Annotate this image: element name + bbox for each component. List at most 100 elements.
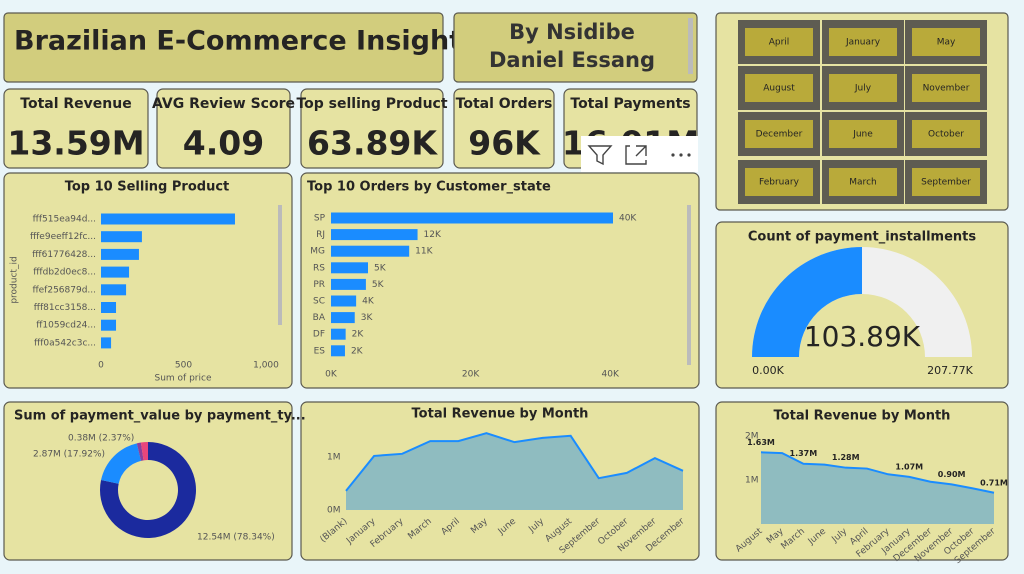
bar xyxy=(331,312,355,324)
slicer-button-face xyxy=(829,120,897,148)
y-tick-label: fff515ea94d... xyxy=(33,215,96,225)
slicer-button-face xyxy=(912,168,980,196)
kpi-card xyxy=(453,88,555,169)
kpi-label: AVG Review Score xyxy=(152,96,295,112)
slicer-button-face xyxy=(745,28,813,56)
area xyxy=(761,452,994,524)
data-label: 1.37M xyxy=(790,449,818,458)
bar xyxy=(331,212,613,224)
slicer-label: July xyxy=(854,84,872,94)
bar xyxy=(331,229,418,241)
donut-slice xyxy=(136,442,144,461)
data-label: 2K xyxy=(351,346,364,356)
author-box: By Nsidibe Daniel Essang xyxy=(489,20,655,72)
data-label: 5K xyxy=(372,280,385,290)
bar xyxy=(101,302,117,313)
slicer-label: January xyxy=(845,38,881,48)
scrollbar xyxy=(688,18,693,74)
chart-title: Count of payment_installments xyxy=(748,230,976,245)
kpi-card xyxy=(3,88,149,169)
y-tick-label: fffe9eeff12fc... xyxy=(30,232,96,242)
data-label: 1.07M xyxy=(895,462,923,471)
slicer-label: November xyxy=(923,84,970,94)
data-label: 11K xyxy=(415,247,433,257)
chart-title: Total Revenue by Month xyxy=(774,409,951,424)
y-tick-label: fff0a542c3c... xyxy=(34,338,96,348)
slicer-label: September xyxy=(921,178,971,188)
kpi-value: 4.09 xyxy=(183,124,264,163)
data-label: 12.54M (78.34%) xyxy=(197,533,275,543)
data-label: 0.90M xyxy=(938,470,966,479)
line xyxy=(760,451,995,494)
y-axis-label: product_id xyxy=(10,256,20,303)
bar xyxy=(331,262,368,274)
toolbar xyxy=(581,136,698,172)
title: Brazilian E-Commerce Insights xyxy=(14,26,478,57)
donut-slice xyxy=(101,443,142,484)
data-label: 0.38M (2.37%) xyxy=(68,434,134,444)
bar xyxy=(101,213,235,225)
slicer-label: October xyxy=(928,130,964,140)
y-tick-label: RJ xyxy=(316,230,325,240)
y-tick-label: SC xyxy=(313,297,325,307)
y-tick-label: 0M xyxy=(327,506,341,516)
bar xyxy=(101,337,112,349)
x-tick-label: 20K xyxy=(462,370,480,380)
kpi-value: 13.59M xyxy=(7,124,144,163)
slicer-label: August xyxy=(763,84,795,94)
y-tick-label: PR xyxy=(313,280,325,290)
y-tick-label: ffef256879d... xyxy=(32,285,96,295)
x-tick-label: 40K xyxy=(602,370,620,380)
filter-icon[interactable] xyxy=(587,145,613,166)
bar xyxy=(331,278,366,290)
chart-card xyxy=(3,401,293,561)
kpi-card xyxy=(300,88,444,169)
chart-card xyxy=(300,172,700,389)
bar xyxy=(101,231,142,243)
data-label: 12K xyxy=(424,230,442,240)
focus-icon[interactable] xyxy=(625,145,647,165)
y-tick-label: MG xyxy=(310,247,325,257)
scrollbar xyxy=(278,205,282,325)
more-icon[interactable] xyxy=(671,153,691,157)
chart-card xyxy=(3,172,293,389)
slicer-button-face xyxy=(912,28,980,56)
data-label: 40K xyxy=(619,214,637,224)
bar xyxy=(101,319,117,331)
title-card xyxy=(3,12,444,83)
chart-title: Top 10 Selling Product xyxy=(65,180,230,195)
y-tick-label: fff81cc3158... xyxy=(34,303,96,313)
line xyxy=(345,432,684,492)
data-label: 4K xyxy=(362,297,375,307)
chart-title: Top 10 Orders by Customer_state xyxy=(307,180,551,195)
gauge-value: 103.89K xyxy=(804,320,921,353)
data-label: 3K xyxy=(361,313,374,323)
kpi-value: 96K xyxy=(468,124,541,163)
slicer-label: May xyxy=(937,38,956,48)
slicer-button-face xyxy=(745,120,813,148)
x-tick-label: 0 xyxy=(98,361,104,371)
chart-title: Sum of payment_value by payment_ty... xyxy=(14,409,306,424)
bar xyxy=(331,295,357,307)
kpi-label: Total Payments xyxy=(570,96,690,112)
x-tick-label: 500 xyxy=(175,361,192,371)
slicer-button-face xyxy=(829,168,897,196)
bar xyxy=(101,266,130,278)
gauge-max: 207.77K xyxy=(927,364,973,377)
kpi-label: Top selling Product xyxy=(296,96,447,112)
author-card xyxy=(453,12,698,83)
kpi-label: Total Revenue xyxy=(20,96,131,112)
data-label: 2.87M (17.92%) xyxy=(33,450,105,460)
donut-slice xyxy=(100,442,196,538)
data-label: 1.28M xyxy=(832,453,860,462)
data-label: 2K xyxy=(352,330,365,340)
y-tick-label: fff61776428... xyxy=(32,250,96,260)
slicer-button-face xyxy=(912,74,980,102)
kpi-label: Total Orders xyxy=(456,96,553,112)
x-tick-label: 1,000 xyxy=(253,361,279,371)
slicer-label: April xyxy=(769,38,790,48)
data-label: 0.71M xyxy=(980,478,1008,487)
x-tick-label: 0K xyxy=(325,370,338,380)
y-tick-label: 2M xyxy=(745,432,759,442)
